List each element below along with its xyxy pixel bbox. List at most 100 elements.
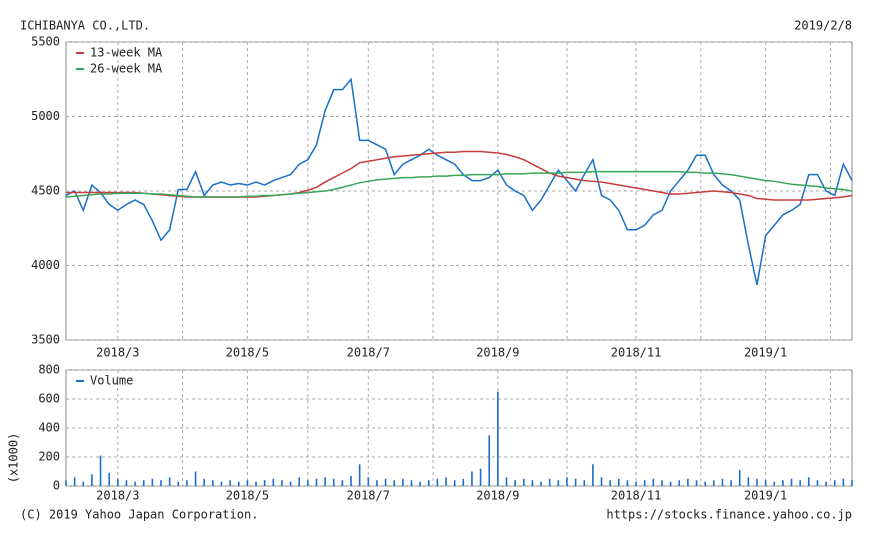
volume-bar (272, 478, 275, 486)
volume-bar (592, 464, 594, 486)
copyright: (C) 2019 Yahoo Japan Corporation. (20, 508, 258, 522)
volume-bar (808, 477, 810, 486)
volume-bar (402, 478, 404, 486)
x-tick-label: 2018/3 (96, 346, 139, 360)
volume-bar (738, 470, 741, 486)
volume-bar (246, 480, 249, 486)
volume-bar (203, 478, 205, 486)
volume-bar (160, 480, 162, 486)
legend-label: Volume (90, 374, 133, 388)
volume-bar (384, 478, 387, 486)
volume-bar (773, 481, 776, 486)
y-tick-label: 200 (38, 450, 60, 464)
y-tick-label: 600 (38, 392, 60, 406)
x-tick-label: 2018/9 (476, 489, 519, 503)
volume-bar (315, 478, 318, 486)
volume-bar (643, 480, 646, 486)
volume-bar (410, 480, 413, 486)
volume-bar (678, 480, 681, 486)
volume-bar (479, 468, 482, 486)
volume-bar (445, 477, 447, 486)
volume-bar (324, 477, 326, 486)
volume-bar (617, 478, 620, 486)
volume-bar (600, 477, 603, 486)
volume-bar (505, 477, 508, 486)
legend-label: 26-week MA (90, 62, 163, 76)
x-tick-label: 2018/11 (611, 489, 662, 503)
volume-bar (263, 480, 266, 486)
volume-bar (626, 480, 629, 486)
volume-bar (531, 480, 534, 486)
y-tick-label: 800 (38, 363, 60, 377)
legend-label: 13-week MA (90, 46, 163, 60)
y-tick-label: 4500 (31, 184, 60, 198)
x-tick-label: 2018/7 (347, 346, 390, 360)
volume-bar (704, 481, 706, 486)
volume-bar (220, 481, 223, 486)
volume-bar (65, 480, 67, 486)
volume-bar (488, 435, 491, 486)
volume-bar (307, 480, 309, 486)
volume-bar (782, 480, 784, 486)
x-tick-label: 2018/5 (226, 346, 269, 360)
x-tick-label: 2018/7 (347, 489, 390, 503)
price-line (65, 77, 853, 286)
volume-bar (669, 481, 672, 486)
volume-bar (99, 455, 102, 486)
volume-bar (790, 478, 793, 486)
volume-bar (108, 472, 110, 486)
volume-bar (548, 478, 551, 486)
volume-bar (367, 477, 370, 486)
volume-bar (281, 480, 283, 486)
volume-bar (186, 480, 188, 486)
volume-bar (117, 478, 119, 486)
volume-bar (376, 480, 378, 486)
volume-bar (747, 477, 750, 486)
x-tick-label: 2018/9 (476, 346, 519, 360)
volume-bar (341, 480, 344, 486)
volume-bar (134, 481, 136, 486)
volume-bar (557, 480, 560, 486)
y-axis-label: (x1000) (7, 433, 21, 484)
x-tick-label: 2018/3 (96, 489, 139, 503)
volume-bar (687, 478, 689, 486)
volume-bar (462, 478, 465, 486)
volume-bar (730, 480, 732, 486)
volume-bar (566, 477, 568, 486)
volume-bar (358, 464, 361, 486)
volume-bar (635, 481, 637, 486)
volume-bar (661, 480, 663, 486)
volume-bar (298, 477, 301, 486)
y-tick-label: 4000 (31, 258, 60, 272)
volume-bar (82, 481, 85, 486)
volume-bar (799, 480, 801, 486)
volume-bar (419, 481, 421, 486)
y-tick-label: 0 (53, 479, 60, 493)
volume-bar (652, 478, 655, 486)
x-tick-label: 2019/1 (744, 489, 787, 503)
volume-bar (574, 478, 577, 486)
y-tick-label: 5000 (31, 109, 60, 123)
volume-bar (540, 481, 542, 486)
volume-bar (125, 480, 128, 486)
volume-bar (289, 481, 292, 486)
volume-bar (583, 480, 586, 486)
volume-bar (471, 471, 473, 486)
volume-bar (851, 480, 853, 486)
x-tick-label: 2019/1 (744, 346, 787, 360)
price-line (65, 170, 853, 198)
x-tick-label: 2018/5 (226, 489, 269, 503)
volume-bar (756, 478, 758, 486)
volume-bar (350, 475, 352, 486)
volume-bar (229, 480, 231, 486)
volume-bar (177, 481, 180, 486)
volume-bar (842, 478, 845, 486)
date: 2019/2/8 (794, 19, 852, 33)
volume-bar (73, 477, 76, 486)
volume-bar (237, 481, 240, 486)
volume-bar (255, 481, 257, 486)
volume-bar (825, 481, 827, 486)
volume-bar (453, 480, 456, 486)
volume-bar (168, 477, 171, 486)
